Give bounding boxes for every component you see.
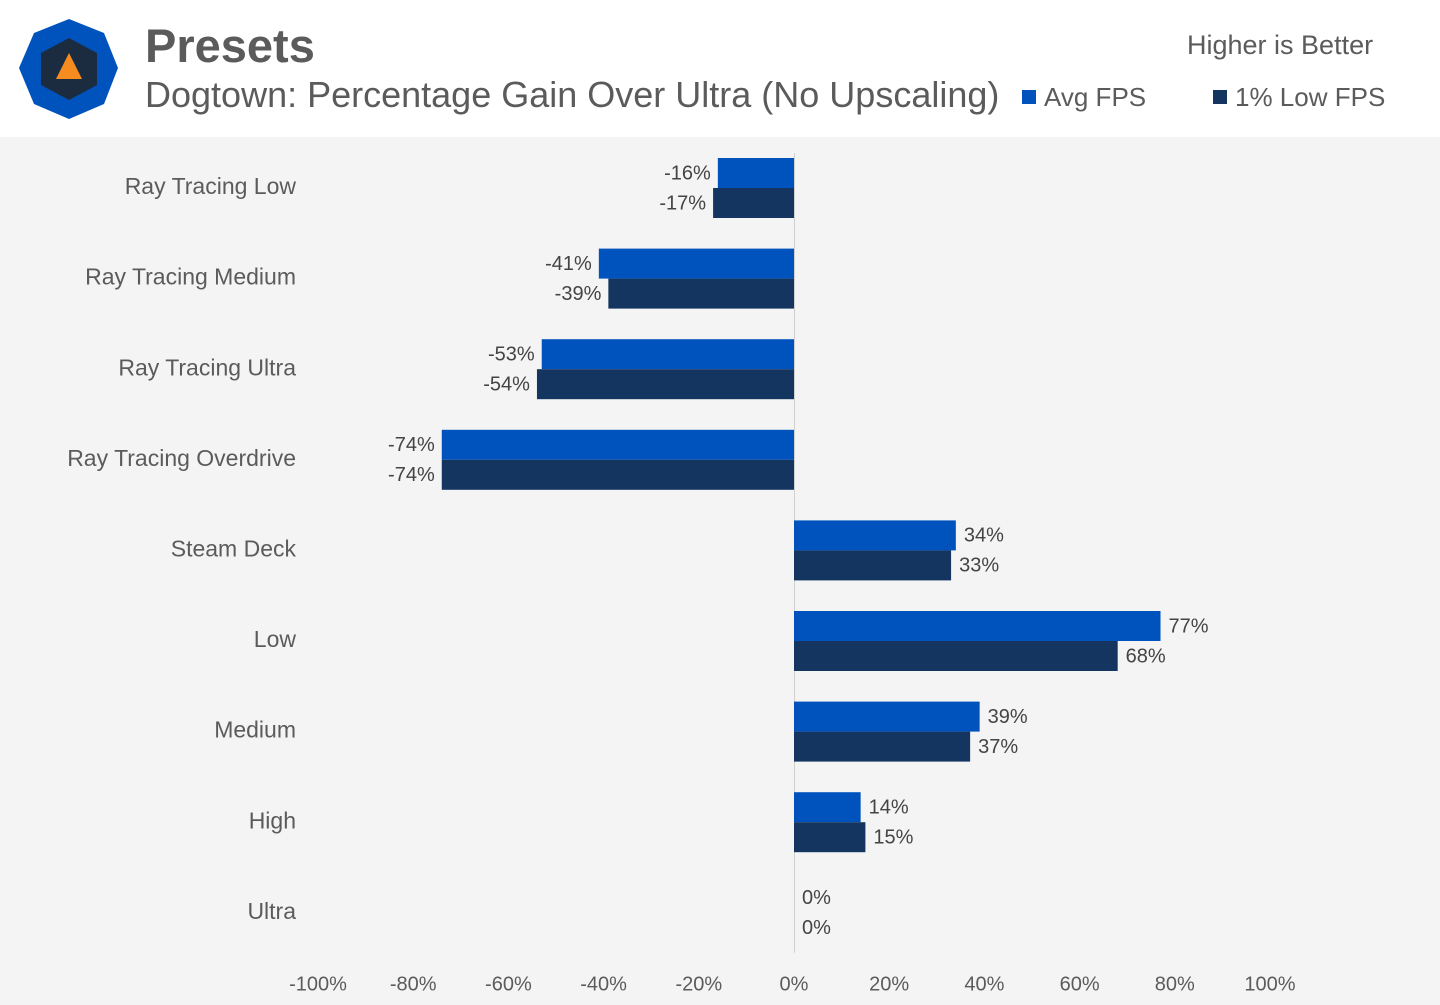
bar-low-fps [608,278,794,309]
chart-title: Presets [145,19,315,72]
bar-avg-fps [441,429,794,460]
data-label: 0% [802,917,831,939]
bar-avg-fps [794,701,980,732]
x-tick-label: 0% [780,973,809,995]
bar-low-fps [794,731,971,762]
legend-label-low-fps: 1% Low FPS [1235,81,1386,112]
category-label: Medium [214,717,296,743]
data-label: -17% [659,192,706,214]
data-label: 68% [1126,645,1166,667]
data-label: -39% [555,283,602,305]
data-label: -74% [388,434,435,456]
category-label: Ray Tracing Low [125,173,297,199]
data-label: 0% [802,887,831,909]
data-label: 14% [869,796,909,818]
x-tick-label: -60% [485,973,532,995]
chart-header: Presets Dogtown: Percentage Gain Over Ul… [0,0,1440,137]
data-label: -53% [488,343,535,365]
bar-avg-fps [717,158,794,188]
legend-swatch-low-fps [1213,90,1227,104]
bar-avg-fps [541,339,794,370]
legend-item-avg-fps: Avg FPS [1022,82,1146,112]
bar-low-fps [441,459,794,490]
data-label: -16% [664,162,711,184]
bar-low-fps [794,550,952,581]
x-tick-label: 60% [1060,973,1100,995]
hexagon-triangle-logo-icon [19,19,118,119]
category-label: Ultra [247,898,296,924]
x-tick-label: 80% [1155,973,1195,995]
legend-item-low-fps: 1% Low FPS [1213,82,1385,112]
data-label: -74% [388,464,435,486]
bar-avg-fps [794,520,956,551]
category-label: Ray Tracing Ultra [118,354,296,380]
x-tick-label: -100% [289,973,347,995]
bar-low-fps [713,188,794,218]
bar-low-fps [794,641,1118,671]
category-label: Low [254,626,297,652]
category-label: Ray Tracing Medium [85,264,296,290]
data-label: -41% [545,253,592,275]
bar-avg-fps [794,792,861,823]
data-label: 15% [873,826,913,848]
legend-label-avg-fps: Avg FPS [1044,81,1147,112]
x-tick-label: 20% [869,973,909,995]
data-label: 39% [988,706,1028,728]
data-label: -54% [483,373,530,395]
data-label: 33% [959,555,999,577]
category-label: Ray Tracing Overdrive [67,445,296,471]
x-tick-label: 100% [1244,973,1295,995]
x-tick-label: -20% [675,973,722,995]
category-label: Steam Deck [171,535,297,561]
bar-avg-fps [794,611,1161,641]
bar-low-fps [794,822,866,853]
category-label: High [249,807,296,833]
bar-avg-fps [598,248,794,279]
chart-subtitle: Dogtown: Percentage Gain Over Ultra (No … [145,74,1000,115]
data-label: 37% [978,736,1018,758]
data-label: 34% [964,525,1004,547]
higher-is-better-note: Higher is Better [1187,30,1374,60]
data-label: 77% [1169,615,1209,637]
x-tick-label: -40% [580,973,627,995]
bar-chart-svg: Ray Tracing Low -16% -17% Ray Tracing Mediu… [67,153,1296,995]
bar-low-fps [536,369,794,400]
x-tick-label: -80% [390,973,437,995]
legend-swatch-avg-fps [1022,90,1036,104]
bar-chart: Ray Tracing Low -16% -17% Ray Tracing Mediu… [0,137,1440,1000]
x-tick-label: 40% [964,973,1004,995]
